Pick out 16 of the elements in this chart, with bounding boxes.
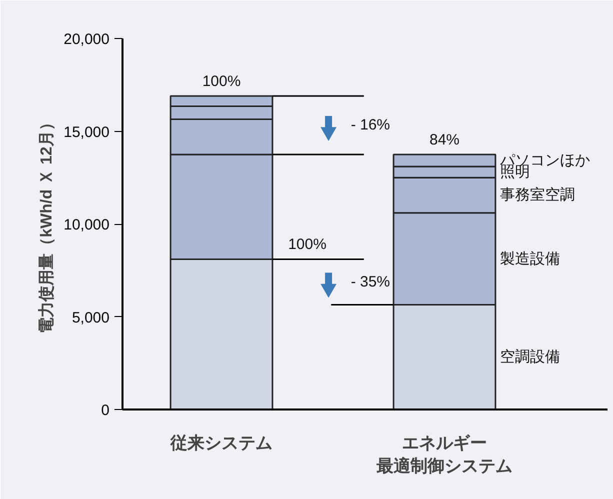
y-tick-label: 15,000 bbox=[64, 124, 110, 141]
series-label: 事務室空調 bbox=[500, 186, 575, 204]
y-tick-label: 5,000 bbox=[72, 309, 110, 326]
x-tick-label: 従来システム bbox=[170, 434, 273, 452]
y-tick-label: 10,000 bbox=[64, 216, 110, 234]
y-tick-label: 20,000 bbox=[64, 31, 110, 48]
annotation: 100% bbox=[288, 236, 326, 254]
x-tick-label: エネルギー最適制御システム bbox=[375, 434, 512, 476]
annotation: 100% bbox=[202, 73, 241, 90]
series-label: 製造設備 bbox=[500, 250, 560, 268]
y-axis-title: 電力使用量（kWh/d Ｘ 12月） bbox=[38, 114, 56, 334]
annotation: 84% bbox=[429, 131, 460, 148]
series-label: 空調設備 bbox=[500, 348, 560, 366]
y-tick-label: 0 bbox=[101, 402, 110, 419]
annotation: - 16% bbox=[350, 116, 390, 134]
annotation: - 35% bbox=[350, 273, 390, 290]
